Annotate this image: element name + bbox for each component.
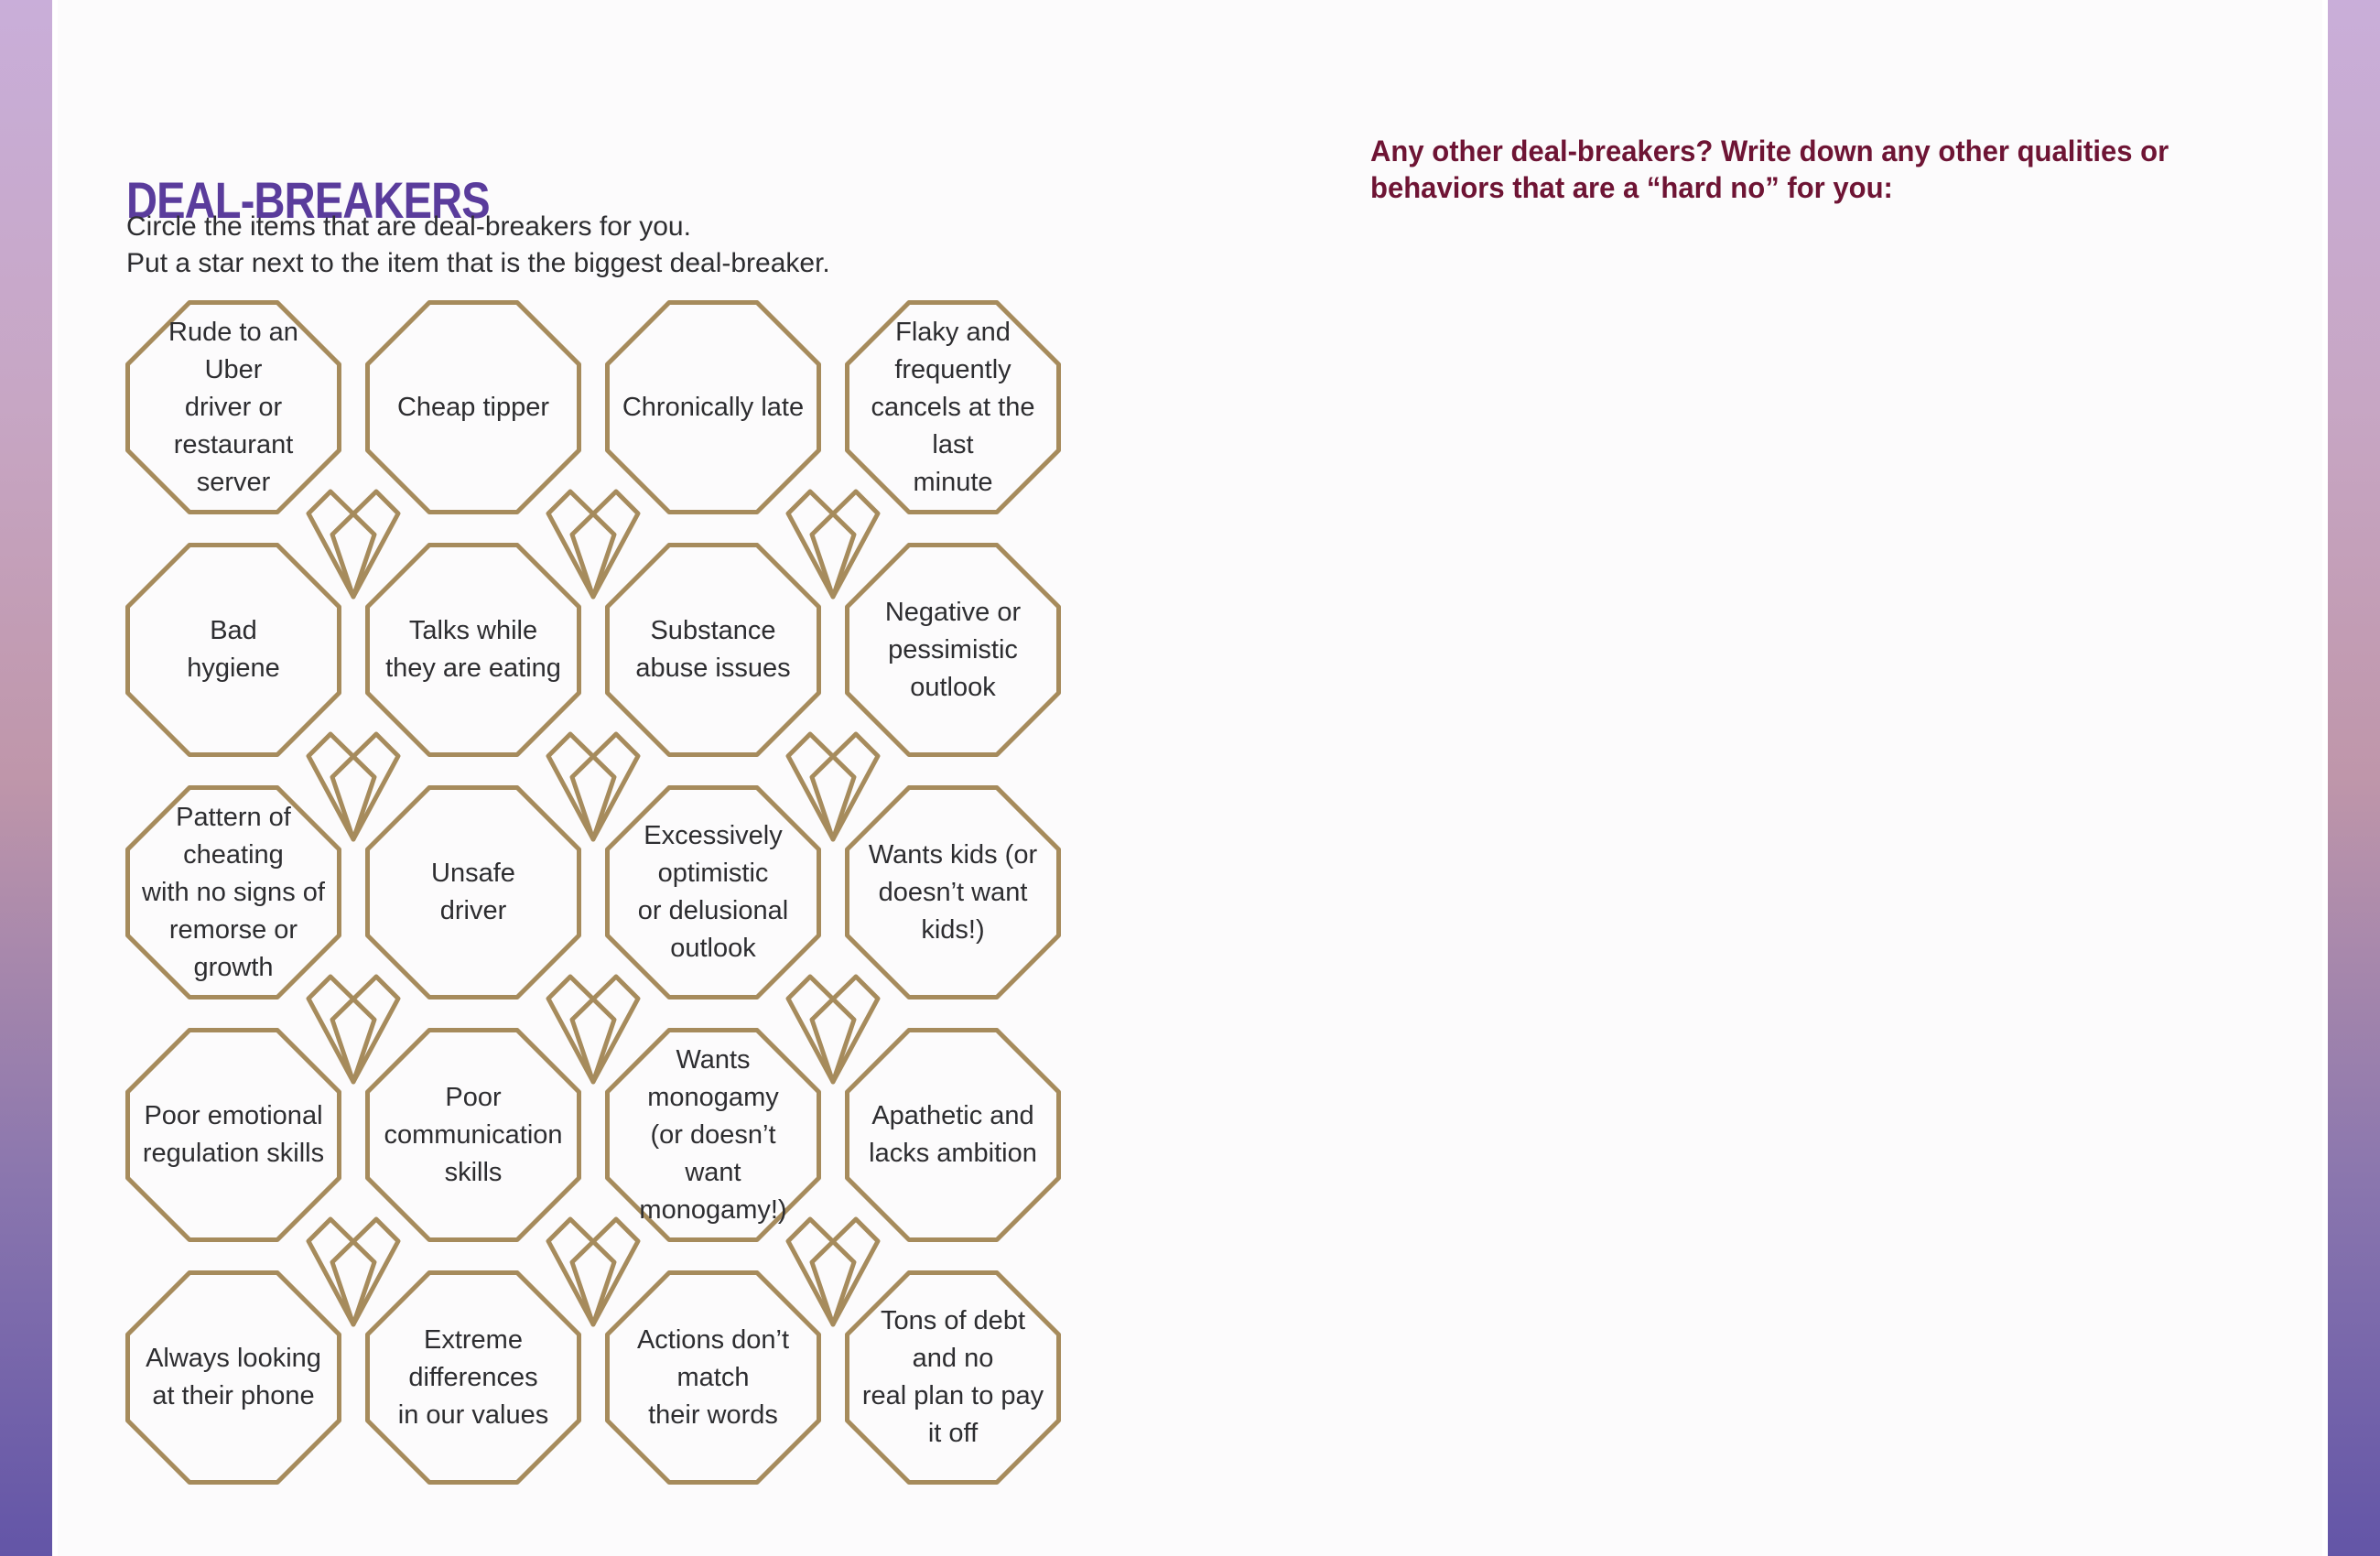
octagon-outline-icon [125, 1028, 341, 1242]
deal-breaker-octagon[interactable]: Negative or pessimistic outlook [845, 543, 1061, 757]
heart-icon [542, 726, 644, 847]
deal-breaker-octagon[interactable]: Wants kids (or doesn’t want kids!) [845, 785, 1061, 1000]
octagon-item-label: Unsafe driver [431, 859, 515, 925]
deal-breaker-octagon[interactable]: Pattern of cheating with no signs of rem… [125, 785, 341, 1000]
octagon-outline-icon [845, 1028, 1061, 1242]
heart-icon [782, 1211, 884, 1332]
heart-icon [302, 968, 405, 1089]
deal-breaker-octagon[interactable]: Talks while they are eating [365, 543, 581, 757]
octagon-item-label: Extreme differences in our values [397, 1324, 549, 1430]
deal-breaker-octagon[interactable]: Chronically late [605, 300, 821, 514]
deal-breaker-octagon[interactable]: Poor communication skills [365, 1028, 581, 1242]
octagon-outline-icon [605, 300, 821, 514]
octagon-item-label: Apathetic and lacks ambition [869, 1101, 1037, 1168]
octagon-outline-icon [845, 543, 1061, 757]
deal-breaker-octagon[interactable]: Actions don’t match their words [605, 1270, 821, 1485]
octagon-outline-icon [605, 785, 821, 1000]
octagon-outline-icon [365, 1028, 581, 1242]
octagon-outline-icon [845, 300, 1061, 514]
instructions-line-2: Put a star next to the item that is the … [126, 248, 830, 278]
right-gradient-border [2322, 0, 2380, 1556]
deal-breaker-octagon[interactable]: Poor emotional regulation skills [125, 1028, 341, 1242]
octagon-outline-icon [125, 785, 341, 1000]
octagon-outline-icon [365, 300, 581, 514]
deal-breaker-octagon[interactable]: Cheap tipper [365, 300, 581, 514]
left-gradient-border [0, 0, 58, 1556]
octagon-outline-icon [605, 1270, 821, 1485]
heart-icon [782, 726, 884, 847]
heart-icon [302, 1211, 405, 1332]
deal-breaker-octagon[interactable]: Bad hygiene [125, 543, 341, 757]
deal-breaker-octagon[interactable]: Flaky and frequently cancels at the last… [845, 300, 1061, 514]
deal-breaker-octagon[interactable]: Apathetic and lacks ambition [845, 1028, 1061, 1242]
heart-icon [302, 483, 405, 604]
octagon-item-label: Excessively optimistic or delusional out… [637, 821, 789, 963]
page-title: DEAL-BREAKERS [126, 170, 491, 229]
octagon-outline-icon [125, 543, 341, 757]
instructions-line-1: Circle the items that are deal-breakers … [126, 211, 691, 242]
heart-icon [782, 968, 884, 1089]
deal-breaker-octagon[interactable]: Tons of debt and no real plan to pay it … [845, 1270, 1061, 1485]
octagon-item-label: Flaky and frequently cancels at the last… [871, 317, 1035, 497]
write-in-prompt-heading: Any other deal-breakers? Write down any … [1370, 135, 2169, 204]
octagon-item-label: Poor communication skills [384, 1082, 563, 1187]
heart-icon [542, 1211, 644, 1332]
octagon-outline-icon [365, 543, 581, 757]
octagon-item-label: Talks while they are eating [385, 616, 561, 683]
octagon-item-label: Actions don’t match their words [636, 1324, 790, 1430]
octagon-outline-icon [125, 1270, 341, 1485]
deal-breaker-octagon[interactable]: Extreme differences in our values [365, 1270, 581, 1485]
heart-icon [302, 726, 405, 847]
octagon-outline-icon [365, 785, 581, 1000]
deal-breaker-octagon[interactable]: Excessively optimistic or delusional out… [605, 785, 821, 1000]
octagon-item-label: Poor emotional regulation skills [142, 1101, 325, 1168]
octagon-outline-icon [845, 785, 1061, 1000]
octagon-item-label: Bad hygiene [187, 616, 280, 683]
octagon-outline-icon [365, 1270, 581, 1485]
write-in-area[interactable] [1370, 220, 2277, 1483]
octagon-item-label: Cheap tipper [396, 392, 550, 422]
octagon-item-label: Negative or pessimistic outlook [884, 597, 1022, 702]
deal-breaker-octagon[interactable]: Unsafe driver [365, 785, 581, 1000]
octagon-outline-icon [845, 1270, 1061, 1485]
heart-icon [782, 483, 884, 604]
octagon-outline-icon [605, 543, 821, 757]
octagon-item-label: Chronically late [622, 392, 805, 422]
octagon-item-label: Wants monogamy (or doesn’t want monogamy… [639, 1044, 787, 1225]
heart-icon [542, 968, 644, 1089]
deal-breaker-octagon[interactable]: Substance abuse issues [605, 543, 821, 757]
octagon-item-label: Always looking at their phone [146, 1344, 321, 1410]
heart-icon [542, 483, 644, 604]
octagon-item-label: Substance abuse issues [635, 616, 791, 683]
octagon-item-label: Rude to an Uber driver or restaurant ser… [168, 317, 298, 497]
octagon-outline-icon [125, 300, 341, 514]
octagon-item-label: Pattern of cheating with no signs of rem… [142, 802, 325, 982]
octagon-outline-icon [605, 1028, 821, 1242]
deal-breaker-octagon[interactable]: Always looking at their phone [125, 1270, 341, 1485]
deal-breaker-octagon[interactable]: Rude to an Uber driver or restaurant ser… [125, 300, 341, 514]
octagon-item-label: Tons of debt and no real plan to pay it … [861, 1306, 1044, 1448]
octagon-item-label: Wants kids (or doesn’t want kids!) [868, 839, 1038, 945]
instructions: Circle the items that are deal-breakers … [126, 209, 830, 282]
deal-breaker-octagon[interactable]: Wants monogamy (or doesn’t want monogamy… [605, 1028, 821, 1242]
